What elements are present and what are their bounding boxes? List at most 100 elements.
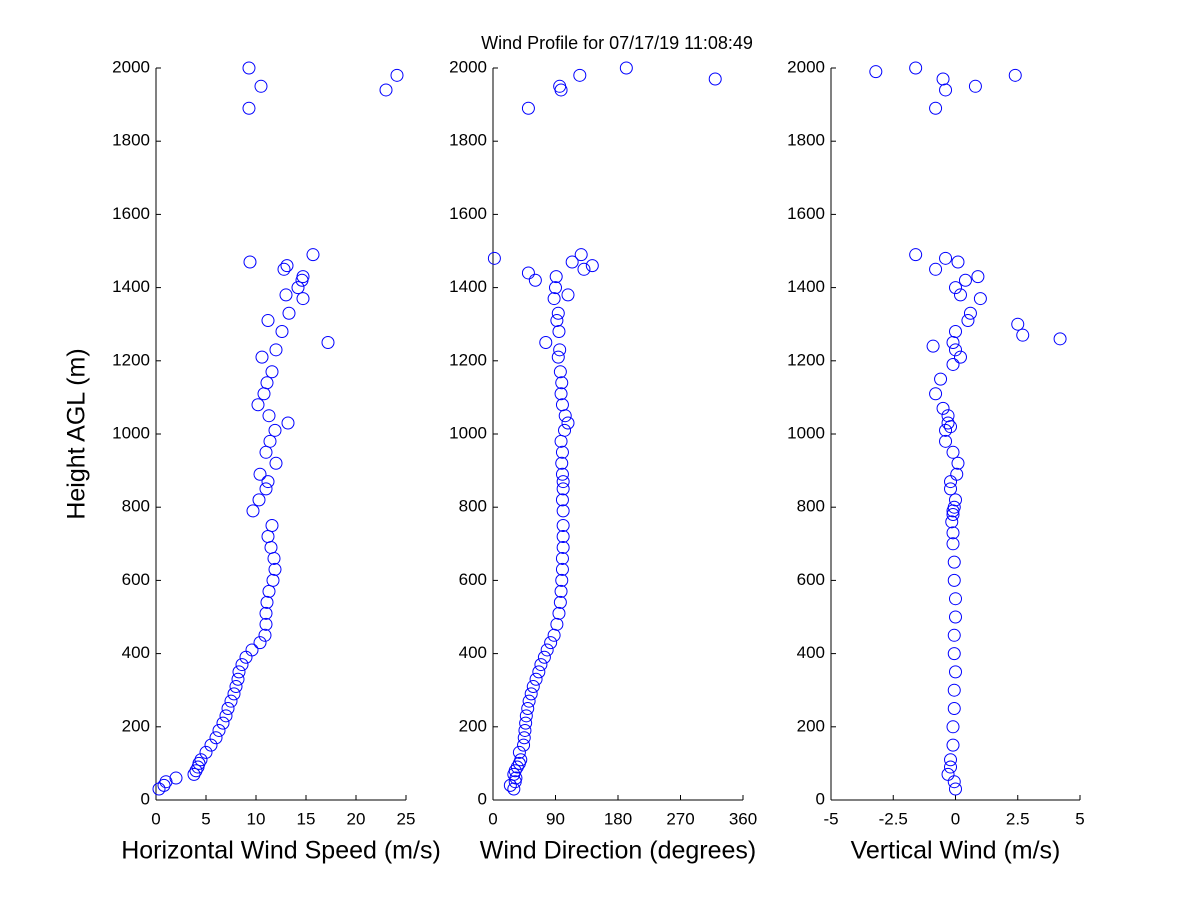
point: [1008, 68, 1022, 82]
point: [521, 266, 535, 280]
point: [558, 409, 572, 423]
y-tick-label: 1000: [112, 423, 150, 442]
point: [949, 782, 962, 796]
point: [947, 647, 961, 661]
point: [555, 562, 569, 576]
point: [556, 529, 570, 543]
y-tick-label: 600: [459, 570, 487, 589]
point: [189, 764, 203, 778]
point: [509, 771, 523, 785]
y-tick-label: 0: [478, 789, 487, 808]
point: [192, 756, 206, 770]
point: [253, 636, 267, 650]
point: [555, 573, 569, 587]
point: [946, 357, 960, 371]
y-tick-label: 1000: [449, 423, 487, 442]
point: [951, 456, 965, 470]
point: [514, 753, 528, 767]
point: [321, 336, 335, 349]
point: [532, 665, 546, 679]
point: [949, 592, 962, 606]
point: [519, 716, 533, 730]
point: [266, 573, 280, 587]
y-tick-label: 1200: [787, 350, 825, 369]
y-tick-label: 1200: [112, 350, 150, 369]
point: [949, 493, 962, 507]
point: [553, 79, 567, 93]
x-tick-label: 20: [347, 809, 366, 828]
point: [947, 702, 961, 715]
y-tick-label: 1800: [112, 131, 150, 150]
point: [255, 350, 269, 364]
point: [547, 292, 561, 306]
x-tick-label: 10: [247, 809, 266, 828]
point: [585, 259, 599, 273]
point: [229, 680, 243, 694]
y-tick-label: 0: [141, 789, 150, 808]
point: [552, 606, 566, 620]
y-tick-label: 1200: [449, 350, 487, 369]
point: [265, 519, 279, 532]
figure-title: Wind Profile for 07/17/19 11:08:49: [481, 33, 753, 53]
point: [281, 416, 295, 430]
point: [169, 771, 183, 785]
y-tick-label: 400: [459, 643, 487, 662]
point: [296, 270, 310, 284]
y-tick-label: 1800: [787, 131, 825, 150]
point: [944, 482, 958, 496]
point: [573, 68, 587, 82]
point: [945, 515, 959, 529]
point: [224, 694, 238, 708]
point: [946, 738, 960, 752]
point: [227, 687, 241, 701]
point: [275, 325, 289, 339]
x-tick-label: 15: [297, 809, 316, 828]
x-tick-label: 360: [729, 809, 757, 828]
point: [246, 504, 260, 518]
point: [1011, 317, 1025, 331]
point: [282, 306, 296, 320]
point: [553, 343, 567, 357]
point: [939, 83, 953, 97]
point: [540, 643, 554, 657]
point: [212, 723, 226, 737]
point: [553, 365, 567, 379]
point: [517, 731, 531, 745]
point: [242, 61, 256, 75]
point: [944, 753, 958, 767]
point: [944, 475, 958, 489]
point: [534, 658, 548, 672]
point: [512, 745, 526, 759]
point: [261, 529, 275, 543]
y-tick-label: 600: [797, 570, 825, 589]
point: [245, 643, 259, 657]
y-tick-label: 1400: [112, 277, 150, 296]
point: [209, 731, 223, 745]
y-tick-label: 200: [797, 716, 825, 735]
y-tick-label: 2000: [112, 57, 150, 76]
point: [958, 273, 972, 287]
point: [526, 680, 540, 694]
point: [487, 251, 501, 265]
point: [944, 760, 958, 774]
point: [949, 343, 962, 357]
point: [909, 61, 923, 75]
point: [280, 259, 294, 273]
point: [949, 610, 962, 624]
point: [252, 493, 266, 507]
x-tick-label: -2.5: [879, 809, 908, 828]
point: [1053, 332, 1067, 346]
point: [279, 288, 293, 302]
point: [555, 551, 569, 565]
y-tick-label: 1800: [449, 131, 487, 150]
point: [264, 540, 278, 554]
x-axis-label: Wind Direction (degrees): [480, 837, 757, 865]
point: [558, 423, 572, 437]
point: [951, 255, 965, 269]
point: [521, 702, 535, 715]
y-tick-label: 2000: [449, 57, 487, 76]
point: [946, 445, 960, 459]
point: [507, 782, 521, 796]
point: [529, 672, 543, 686]
